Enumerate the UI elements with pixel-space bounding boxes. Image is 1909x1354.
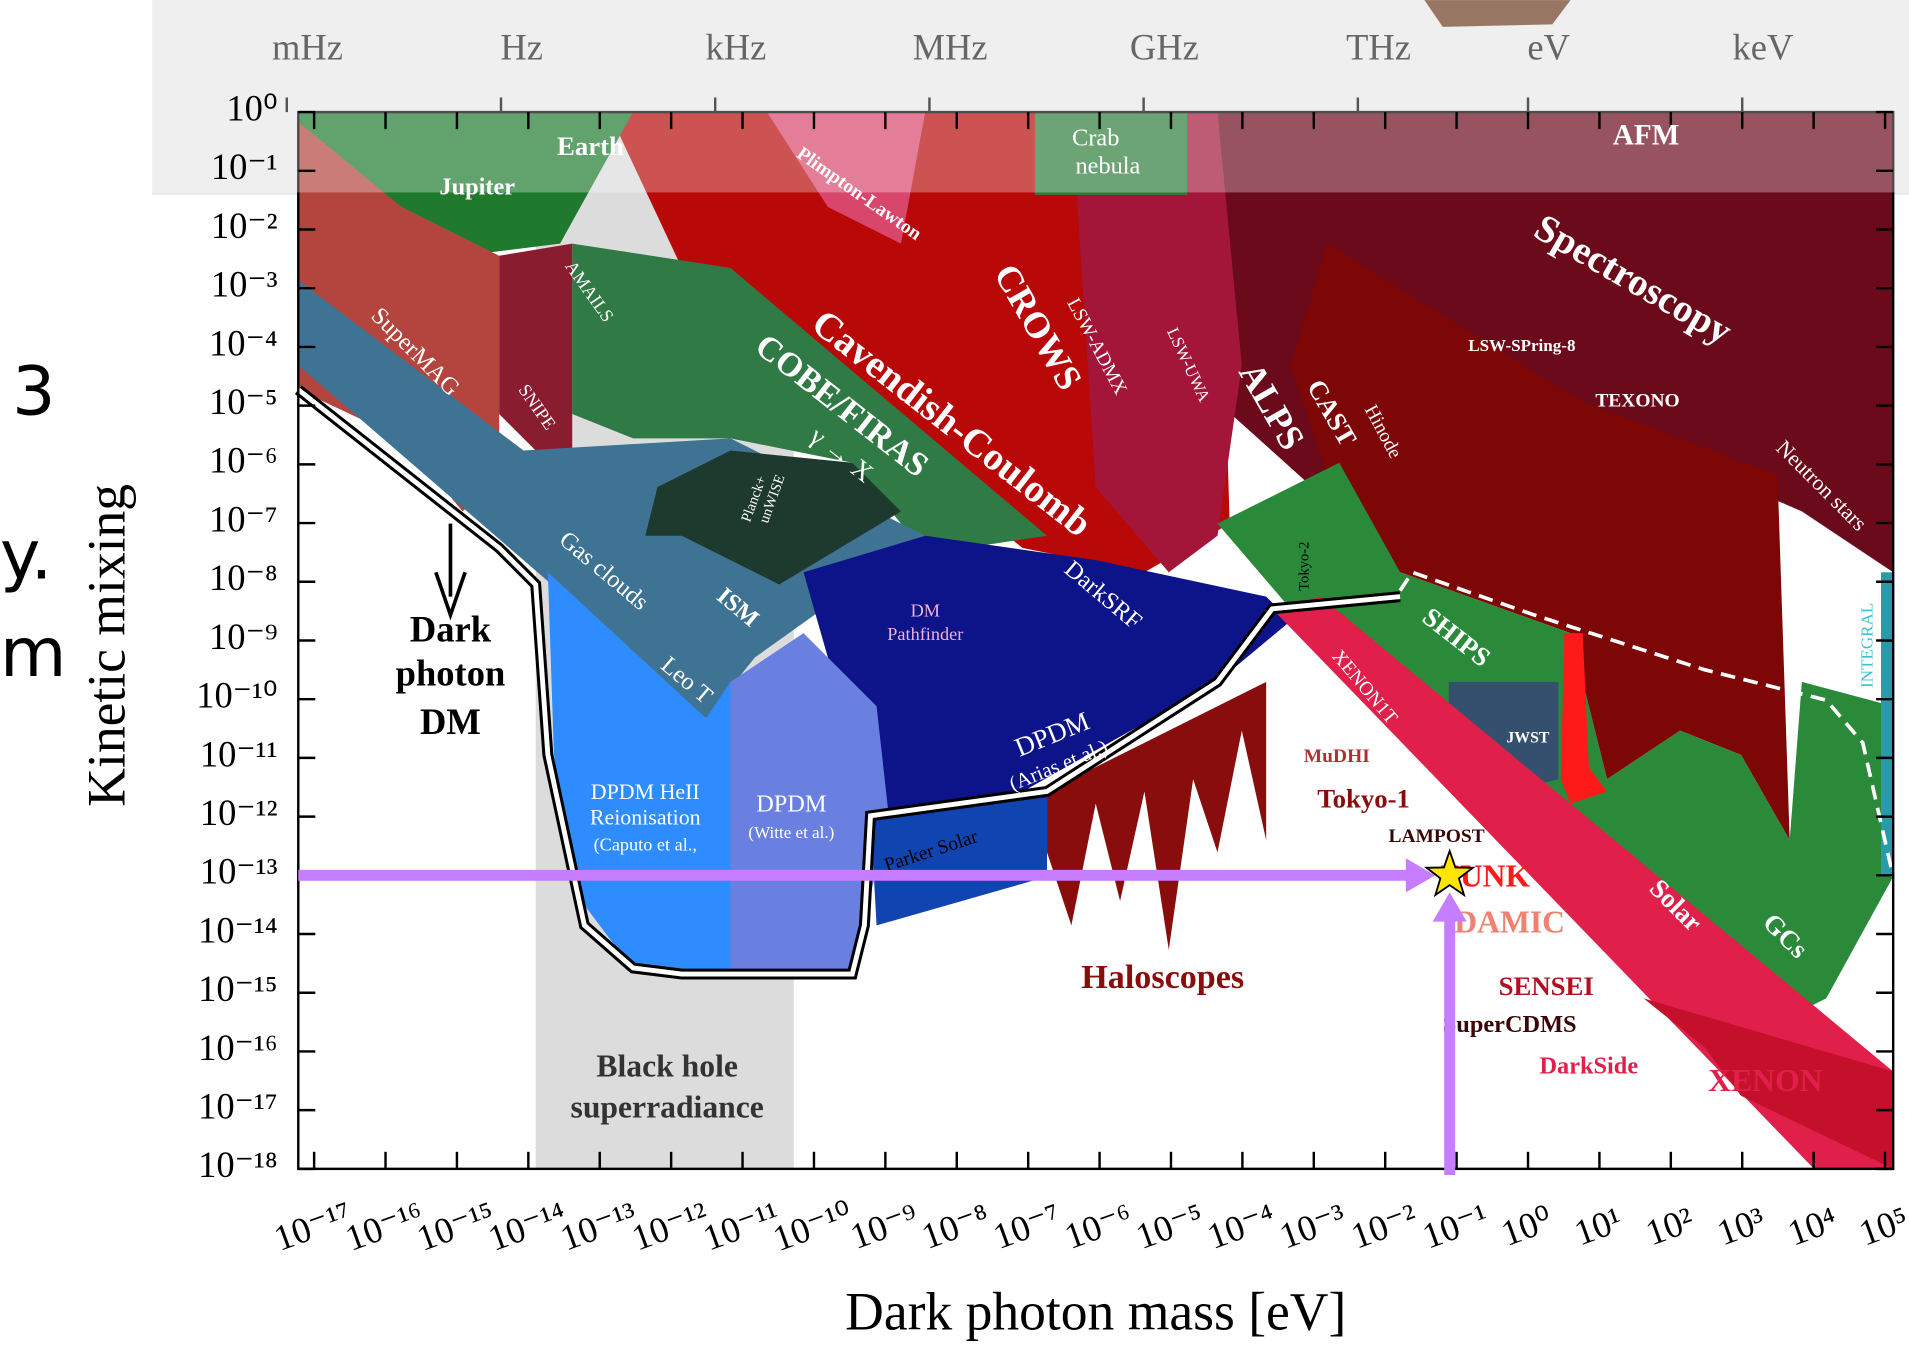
top-tick-label: eV	[1527, 27, 1570, 68]
region-label: DM	[420, 701, 481, 742]
dm-dashed-boundary	[1398, 570, 1895, 878]
y-tick-label: 10⁻¹²	[200, 792, 278, 833]
y-tick-label: 10⁻⁴	[209, 322, 278, 363]
region-label: Pathfinder	[887, 624, 963, 644]
region-label: Black hole	[596, 1048, 738, 1083]
slide-text-fragment: 3	[12, 352, 55, 431]
region-label: LSW-SPring-8	[1468, 336, 1575, 355]
y-tick-label: 10⁻¹	[211, 146, 278, 187]
top-tick-label: GHz	[1130, 27, 1199, 68]
region-label: MuDHI	[1304, 746, 1370, 767]
y-tick-label: 10⁻¹³	[200, 851, 278, 892]
region-label: Dark	[410, 609, 492, 650]
y-tick-label: 10⁻¹⁸	[198, 1144, 277, 1185]
marker-star	[1423, 848, 1476, 898]
gas-region	[298, 280, 926, 719]
region-label: INTEGRAL	[1858, 603, 1877, 688]
xenon-band	[1272, 596, 1894, 1169]
region-label: Earth	[557, 131, 624, 161]
region-label: nebula	[1075, 153, 1140, 180]
lsw-region	[1071, 112, 1242, 573]
xenon-region	[1643, 998, 1894, 1169]
top-tick-label: mHz	[272, 27, 343, 68]
slide-text-fragment: m	[0, 614, 66, 693]
arrow-head	[1405, 858, 1436, 893]
crab-region	[1034, 112, 1188, 195]
region-label: Tokyo-2	[1296, 542, 1312, 591]
top-tick-label: keV	[1733, 27, 1794, 68]
region-label: LAMPOST	[1388, 826, 1484, 847]
integral-region	[1880, 572, 1894, 877]
slide-text-fragment: y.	[0, 517, 52, 596]
y-tick-label: 10⁻⁹	[209, 616, 278, 657]
darksrf-region	[803, 535, 1291, 816]
y-axis-title: Kinetic mixing	[76, 484, 136, 807]
region-label: DAMIC	[1454, 905, 1565, 940]
region-label: photon	[396, 652, 506, 693]
dm-arrow	[434, 523, 467, 621]
region-label: Tokyo-1	[1317, 783, 1410, 813]
earth-region	[298, 112, 634, 256]
arrow-head	[1432, 892, 1467, 922]
y-tick-label: 10⁻¹¹	[200, 733, 278, 774]
plot-regions	[294, 110, 1895, 1171]
cobe-region	[572, 243, 1048, 555]
top-tick-label: THz	[1346, 27, 1411, 68]
region-label: Haloscopes	[1081, 959, 1244, 996]
top-tick-label: Hz	[500, 27, 543, 68]
region-label: DPDM	[756, 791, 826, 818]
top-tick-label: MHz	[913, 27, 988, 68]
crows-region	[608, 112, 1230, 573]
y-tick-label: 10⁻⁵	[209, 381, 278, 422]
y-tick-label: 10⁻³	[211, 264, 278, 305]
region-label: SuperCDMS	[1443, 1011, 1577, 1038]
region-label: DPDM HeII	[591, 779, 700, 804]
y-tick-label: 10⁻¹⁴	[198, 909, 277, 950]
region-label: TEXONO	[1595, 390, 1679, 411]
y-tick-label: 10⁻²	[211, 205, 278, 246]
image-overlay	[152, 0, 1909, 193]
y-tick-label: 10⁻⁶	[209, 440, 278, 481]
region-label: Crab	[1072, 125, 1119, 152]
y-tick-label: 10⁻⁷	[209, 498, 278, 539]
y-tick-label: 10⁻¹⁷	[198, 1086, 277, 1127]
region-label: superradiance	[570, 1090, 763, 1125]
top-tick-label: kHz	[705, 27, 766, 68]
region-label: Reionisation	[590, 804, 701, 829]
plimpton-region	[767, 112, 926, 244]
planck-region	[645, 450, 901, 585]
region-label: XENON	[1708, 1063, 1822, 1098]
funk-region	[1560, 633, 1608, 804]
witte-region	[730, 633, 889, 975]
haloscope-region	[1047, 681, 1267, 950]
dm-boundary	[296, 387, 1401, 977]
y-tick-label: 10⁻¹⁰	[196, 675, 277, 716]
image-object	[1424, 0, 1571, 27]
y-tick-label: 10⁻⁸	[209, 557, 278, 598]
region-label: AFM	[1613, 119, 1680, 151]
hinode-region	[1290, 243, 1790, 841]
parker-region	[870, 791, 1048, 926]
y-tick-label: 10⁻¹⁵	[198, 968, 277, 1009]
y-tick-label: 10⁰	[226, 87, 277, 128]
region-label: JWST	[1506, 730, 1550, 747]
region-label: (Caputo et al.,	[594, 834, 697, 855]
region-label: SENSEI	[1499, 971, 1594, 1001]
snipe-region	[499, 243, 573, 463]
x-axis-title: Dark photon mass [eV]	[845, 1282, 1346, 1342]
region-label: Jupiter	[439, 173, 515, 200]
region-label: (Witte et al.)	[748, 823, 834, 842]
region-label: DarkSide	[1539, 1052, 1638, 1079]
y-tick-label: 10⁻¹⁶	[198, 1027, 277, 1068]
region-label: DM	[911, 601, 940, 621]
